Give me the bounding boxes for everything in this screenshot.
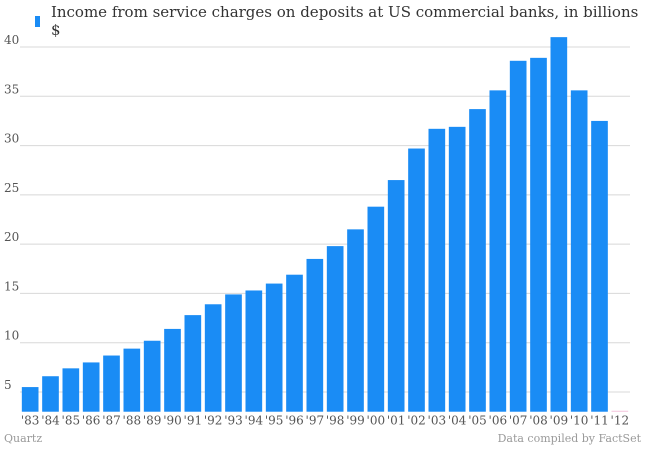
y-tick-label: 35 <box>4 82 19 96</box>
y-tick-label: 25 <box>4 181 19 195</box>
bar <box>143 340 161 412</box>
bar <box>509 60 527 412</box>
bar <box>82 362 100 412</box>
bar <box>225 294 242 412</box>
x-tick-label: '09 <box>550 414 569 428</box>
bar <box>245 290 263 412</box>
bar <box>489 90 507 412</box>
bar <box>204 304 222 412</box>
bar <box>184 315 202 412</box>
x-tick-label: '90 <box>163 414 182 428</box>
x-tick-label: '01 <box>387 414 406 428</box>
bar <box>42 376 59 412</box>
bar <box>103 355 120 412</box>
x-tick-label: '92 <box>204 414 223 428</box>
bar <box>408 148 425 412</box>
legend: Income from service charges on deposits … <box>35 3 645 39</box>
x-tick-label: '87 <box>102 414 121 428</box>
x-tick-label: '10 <box>570 414 589 428</box>
legend-swatch <box>35 15 40 27</box>
x-tick-label: '97 <box>306 414 325 428</box>
x-tick-label: '83 <box>21 414 40 428</box>
x-tick-label: '91 <box>184 414 203 428</box>
x-tick-label: '08 <box>529 414 548 428</box>
bar <box>428 128 446 412</box>
y-tick-label: 30 <box>4 132 19 146</box>
bar <box>286 274 303 412</box>
x-tick-label: '96 <box>285 414 304 428</box>
y-tick-label: 20 <box>4 230 19 244</box>
x-tick-label: '95 <box>265 414 284 428</box>
bar <box>448 126 466 412</box>
x-tick-label: '88 <box>123 414 142 428</box>
bar <box>347 229 364 412</box>
x-tick-label: '84 <box>41 414 60 428</box>
x-tick-label: '98 <box>326 414 345 428</box>
x-tick-label: '03 <box>428 414 447 428</box>
bar <box>62 368 80 412</box>
y-tick-label: 40 <box>4 33 19 47</box>
bar <box>326 246 344 412</box>
y-tick-label: 5 <box>4 378 12 392</box>
x-tick-label: '94 <box>245 414 264 428</box>
x-tick-label: '06 <box>489 414 508 428</box>
x-tick-label: '93 <box>224 414 243 428</box>
x-tick-label: '85 <box>62 414 81 428</box>
x-tick-label: '05 <box>468 414 487 428</box>
bar <box>387 180 405 412</box>
bar <box>265 283 283 412</box>
x-tick-label: '11 <box>590 414 609 428</box>
bar <box>367 206 385 412</box>
x-tick-label: '00 <box>367 414 386 428</box>
x-tick-label: '04 <box>448 414 467 428</box>
bar <box>591 120 608 412</box>
bar <box>530 57 547 412</box>
bar <box>123 348 141 412</box>
legend-label: Income from service charges on deposits … <box>50 3 639 39</box>
footer-source-right: Data compiled by FactSet <box>497 432 641 445</box>
x-tick-label: '07 <box>509 414 528 428</box>
bar <box>164 328 181 412</box>
bar <box>570 90 588 412</box>
x-tick-label: '99 <box>346 414 365 428</box>
x-tick-label: '89 <box>143 414 162 428</box>
y-tick-label: 15 <box>4 279 19 293</box>
bar <box>550 37 568 412</box>
bar <box>21 387 39 412</box>
x-tick-label: '02 <box>407 414 426 428</box>
footer-source-left: Quartz <box>4 432 43 445</box>
x-tick-label: '12 <box>611 414 630 428</box>
bar <box>469 109 486 412</box>
y-tick-label: 10 <box>4 329 19 343</box>
bar <box>306 258 324 412</box>
x-tick-label: '86 <box>82 414 101 428</box>
